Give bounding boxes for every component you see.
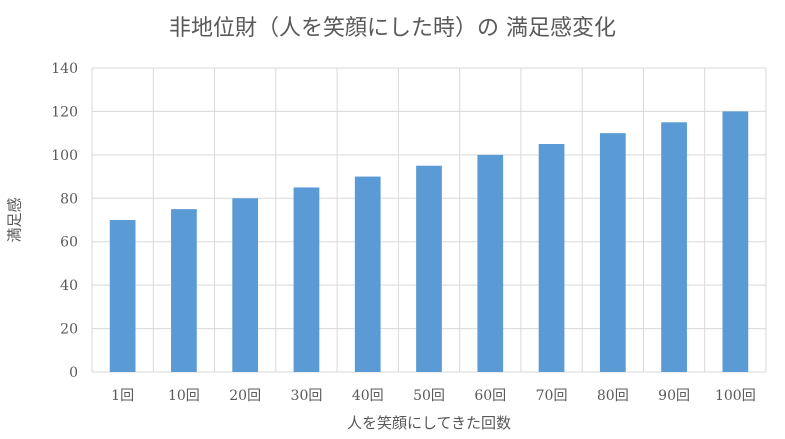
x-tick-label: 40回 (352, 388, 384, 404)
x-axis-label: 人を笑顔にしてきた回数 (346, 414, 512, 432)
x-tick-label: 90回 (658, 388, 690, 404)
x-tick-label: 50回 (413, 388, 445, 404)
bar (722, 111, 749, 372)
bar (477, 154, 504, 372)
y-tick-label: 100 (51, 148, 78, 164)
y-tick-label: 40 (60, 278, 78, 294)
bar (171, 209, 197, 372)
bar (599, 133, 626, 372)
x-tick-label: 20回 (229, 388, 261, 404)
y-tick-label: 140 (51, 61, 78, 77)
chart-title: 非地位財（人を笑顔にした時）の 満足感変化 (169, 16, 616, 41)
y-tick-label: 120 (51, 104, 78, 120)
y-tick-label: 20 (60, 322, 78, 338)
x-tick-label: 70回 (536, 388, 568, 404)
bar (232, 198, 259, 372)
x-tick-label: 80回 (597, 388, 629, 404)
bar (109, 220, 136, 372)
x-tick-label: 10回 (168, 388, 200, 404)
y-tick-label: 0 (69, 365, 78, 381)
x-tick-label: 30回 (291, 388, 323, 404)
y-tick-label: 80 (60, 191, 78, 207)
bar (293, 187, 320, 372)
x-tick-label: 100回 (715, 388, 756, 404)
y-tick-label: 60 (60, 235, 78, 251)
bar (538, 144, 565, 372)
x-tick-label: 60回 (474, 388, 506, 404)
bar (661, 122, 687, 373)
bar (416, 165, 442, 372)
bar (354, 176, 381, 372)
x-tick-label: 1回 (111, 388, 134, 404)
